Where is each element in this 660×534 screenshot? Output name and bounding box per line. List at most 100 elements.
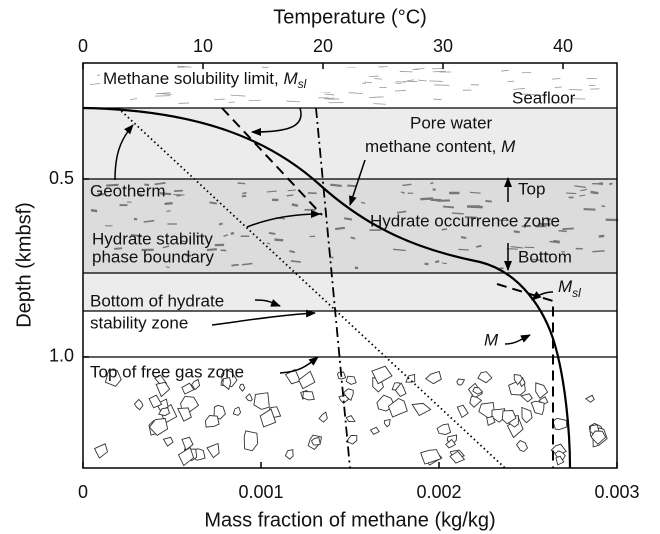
texture-stroke: [396, 81, 406, 83]
gas-fragment: [449, 450, 466, 464]
y-axis-title: Depth (kmbsf): [13, 202, 35, 328]
texture: [90, 65, 619, 467]
gas-fragment: [302, 391, 315, 401]
gas-fragment: [371, 365, 393, 385]
gas-fragment: [555, 455, 565, 466]
plot-frame: [82, 62, 618, 469]
texture-stroke: [230, 231, 235, 235]
texture-stroke: [442, 205, 455, 209]
gas-fragment: [310, 436, 321, 446]
texture-stroke: [531, 94, 543, 96]
gas-fragment: [181, 436, 194, 451]
gas-fragment: [387, 397, 408, 418]
gas-fragment: [158, 407, 171, 417]
texture-stroke: [485, 200, 492, 203]
texture-stroke: [394, 82, 402, 85]
texture-stroke: [360, 201, 366, 204]
x-tick-label: 0.001: [238, 482, 283, 502]
texture-stroke: [598, 234, 605, 238]
annotation: Msl: [558, 277, 581, 300]
gas-fragment: [206, 442, 220, 459]
texture-stroke: [374, 78, 383, 80]
texture-stroke: [143, 219, 155, 223]
annotation-subscript: sl: [298, 77, 307, 91]
annotation-symbol: M: [501, 137, 516, 156]
gas-fragment: [469, 395, 483, 408]
annotation-text: Methane solubility limit,: [103, 69, 283, 88]
texture-stroke: [214, 98, 225, 100]
gas-fragment: [506, 417, 524, 439]
texture-stroke: [159, 93, 172, 95]
texture-stroke: [546, 217, 552, 222]
texture-stroke: [343, 217, 353, 221]
texture-stroke: [195, 234, 201, 238]
texture-stroke: [369, 75, 379, 78]
arrow: [114, 124, 134, 181]
gas-fragment: [369, 426, 380, 435]
annotations: Methane solubility limit, Msl Seafloor P…: [90, 68, 581, 381]
top-tick-label: 10: [193, 36, 213, 56]
gas-fragment: [436, 423, 452, 435]
texture-stroke: [580, 188, 588, 192]
gas-fragment: [394, 382, 407, 397]
texture-stroke: [417, 79, 427, 82]
texture-stroke: [551, 78, 561, 80]
texture-stroke: [464, 216, 477, 219]
x-axis-title: Mass fraction of methane (kg/kg): [204, 509, 495, 531]
texture-stroke: [138, 193, 143, 197]
texture-stroke: [181, 240, 188, 243]
texture-stroke: [156, 92, 171, 95]
upper-band: [83, 108, 617, 179]
arrow: [251, 107, 302, 136]
texture-stroke: [562, 227, 574, 231]
texture-stroke: [173, 189, 183, 193]
texture-stroke: [291, 203, 299, 207]
gas-fragment: [345, 375, 357, 385]
texture-stroke: [430, 182, 434, 185]
gas-fragment: [477, 371, 493, 384]
texture-stroke: [241, 194, 247, 198]
texture-stroke: [532, 258, 544, 261]
texture-stroke: [159, 192, 172, 196]
texture-stroke: [154, 182, 166, 186]
texture-stroke: [166, 210, 171, 212]
gas-fragment: [411, 402, 432, 417]
gas-fragment: [535, 382, 549, 399]
gas-fragment: [318, 411, 328, 423]
texture-stroke: [469, 191, 481, 194]
gas-fragment: [213, 404, 226, 420]
texture-stroke: [451, 212, 464, 215]
texture-stroke: [106, 183, 119, 187]
annotation: Geotherm: [90, 181, 166, 200]
curves: [82, 106, 572, 469]
texture-stroke: [176, 65, 192, 68]
annotation: phase boundary: [92, 247, 214, 266]
top-tick-label: 40: [553, 36, 573, 56]
texture-stroke: [334, 226, 346, 231]
gas-fragment: [162, 436, 174, 447]
texture-stroke: [330, 183, 342, 187]
texture-stroke: [350, 236, 356, 240]
label-bg: [100, 68, 362, 92]
gas-fragment: [345, 434, 358, 445]
texture-stroke: [162, 245, 170, 249]
texture-stroke: [429, 80, 443, 82]
solubility-limit: [496, 283, 554, 468]
gas-fragment: [486, 415, 496, 427]
x-tick-label: 0.002: [416, 482, 461, 502]
texture-stroke: [241, 262, 253, 266]
texture-stroke: [392, 248, 406, 252]
arrow: [211, 309, 316, 326]
texture-stroke: [507, 80, 515, 83]
texture-stroke: [286, 100, 301, 103]
texture-stroke: [90, 208, 98, 213]
texture-stroke: [458, 248, 469, 251]
texture-stroke: [441, 228, 448, 231]
texture-stroke: [420, 197, 434, 201]
x-tick-label: 0.003: [594, 482, 639, 502]
top-axis-title: Temperature (°C): [273, 6, 427, 28]
gas-fragment: [243, 430, 259, 452]
gas-fragment: [590, 430, 607, 445]
gas-fragment: [155, 381, 171, 398]
